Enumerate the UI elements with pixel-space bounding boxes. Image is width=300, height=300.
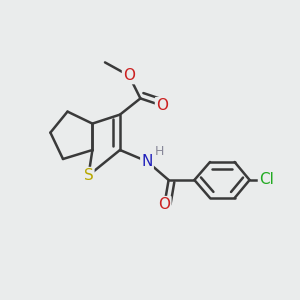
Text: H: H [155,145,164,158]
Text: O: O [156,98,168,113]
Text: N: N [141,154,153,169]
Text: S: S [84,168,93,183]
Text: Cl: Cl [259,172,274,188]
Text: O: O [123,68,135,83]
Text: O: O [158,197,170,212]
